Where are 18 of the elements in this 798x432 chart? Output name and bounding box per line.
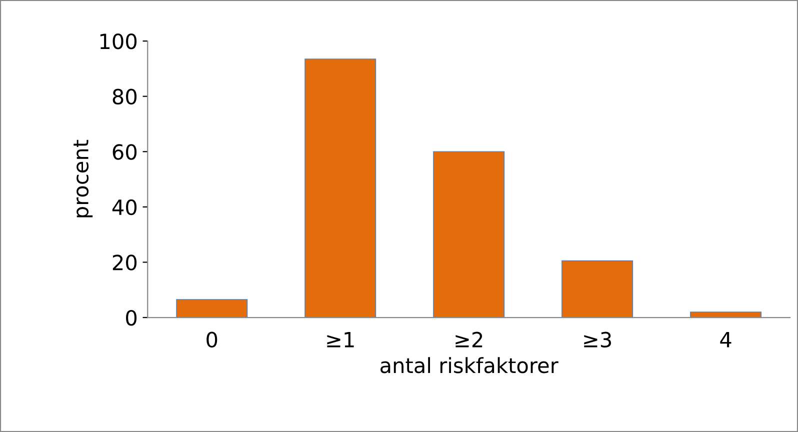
x-tick-label: 4: [720, 332, 732, 348]
bar: [562, 260, 634, 318]
bar: [433, 151, 505, 318]
x-tick-label: ≥2: [456, 332, 482, 348]
x-tick-label: 0: [206, 332, 218, 348]
y-tick-label: 20: [112, 254, 137, 270]
x-tick-label: ≥3: [584, 332, 611, 348]
y-tick-label: 40: [112, 199, 137, 216]
y-tick-label: 80: [112, 88, 137, 105]
y-axis-title: procent: [74, 140, 93, 218]
y-tick-label: 100: [100, 33, 137, 50]
bar: [176, 299, 248, 318]
x-axis-title: antal riskfaktorer: [380, 357, 558, 374]
y-tick-label: 0: [126, 310, 137, 326]
x-tick-label: ≥1: [327, 332, 354, 348]
y-tick-label: 60: [112, 144, 137, 160]
bar: [690, 312, 762, 318]
bar: [304, 58, 376, 318]
